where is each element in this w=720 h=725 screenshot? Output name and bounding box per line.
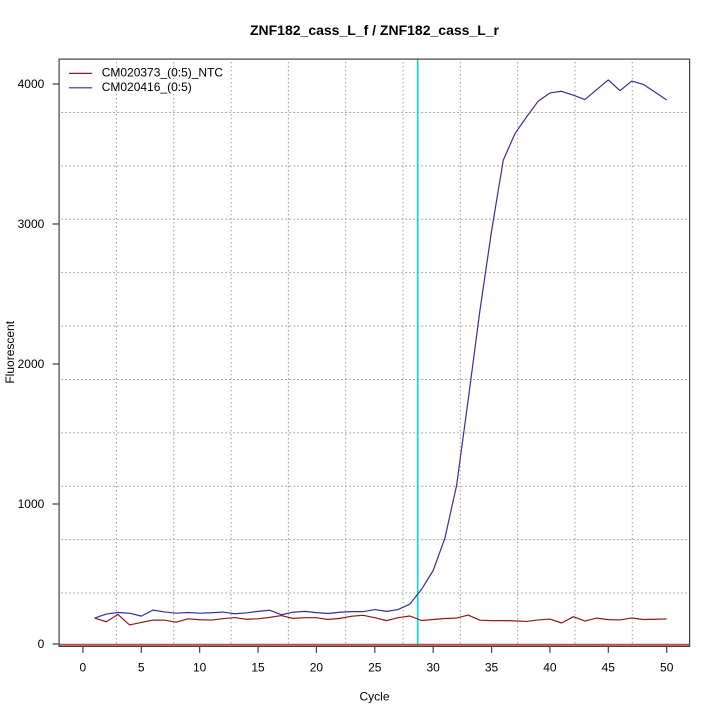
svg-text:0: 0	[38, 637, 45, 651]
svg-text:CM020416_(0:5): CM020416_(0:5)	[102, 80, 192, 94]
svg-text:45: 45	[602, 661, 616, 675]
svg-text:5: 5	[138, 661, 145, 675]
svg-text:3000: 3000	[18, 217, 45, 231]
svg-text:30: 30	[427, 661, 441, 675]
svg-text:35: 35	[485, 661, 499, 675]
svg-text:20: 20	[310, 661, 324, 675]
svg-text:10: 10	[193, 661, 207, 675]
svg-text:1000: 1000	[18, 497, 45, 511]
svg-text:Cycle: Cycle	[359, 689, 389, 703]
svg-text:Fluorescent: Fluorescent	[3, 320, 17, 383]
svg-text:2000: 2000	[18, 357, 45, 371]
svg-text:15: 15	[251, 661, 265, 675]
svg-text:25: 25	[368, 661, 382, 675]
svg-text:ZNF182_cass_L_f / ZNF182_cass_: ZNF182_cass_L_f / ZNF182_cass_L_r	[250, 22, 500, 38]
svg-text:4000: 4000	[18, 77, 45, 91]
svg-text:0: 0	[80, 661, 87, 675]
svg-text:50: 50	[660, 661, 674, 675]
svg-text:40: 40	[543, 661, 557, 675]
svg-text:CM020373_(0:5)_NTC: CM020373_(0:5)_NTC	[102, 66, 224, 80]
